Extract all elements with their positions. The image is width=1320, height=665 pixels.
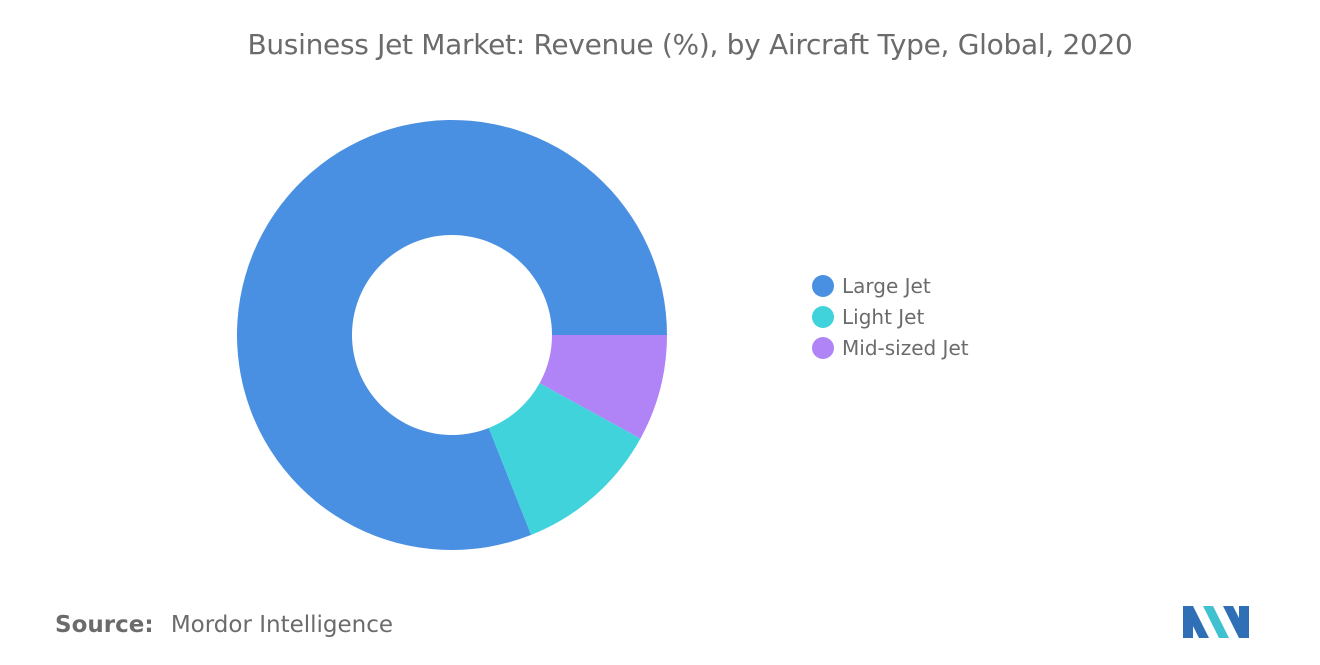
legend-item-light-jet[interactable]: Light Jet (812, 301, 969, 332)
legend-swatch (812, 336, 834, 359)
legend-swatch (812, 274, 834, 297)
logo-shape-mid (1203, 606, 1229, 638)
legend-swatch (812, 305, 834, 328)
slice-light-jet[interactable] (488, 383, 641, 535)
legend-item-large-jet[interactable]: Large Jet (812, 270, 969, 301)
slice-large-jet[interactable] (237, 120, 668, 551)
logo-shape-right (1223, 606, 1249, 638)
logo-shape-left (1183, 606, 1209, 638)
chart-legend: Large Jet Light Jet Mid-sized Jet (812, 270, 969, 363)
legend-label: Light Jet (842, 304, 925, 329)
legend-item-mid-sized-jet[interactable]: Mid-sized Jet (812, 332, 969, 363)
legend-label: Mid-sized Jet (842, 335, 969, 360)
slice-mid-sized-jet[interactable] (539, 335, 667, 439)
donut-slices (237, 120, 668, 551)
chart-title: Business Jet Market: Revenue (%), by Air… (247, 28, 1133, 61)
source-label: Source: (55, 612, 154, 638)
mordor-intelligence-logo (1183, 606, 1249, 638)
source-value: Mordor Intelligence (170, 612, 394, 638)
source-note: Source: Mordor Intelligence (55, 612, 393, 638)
legend-label: Large Jet (842, 273, 931, 298)
